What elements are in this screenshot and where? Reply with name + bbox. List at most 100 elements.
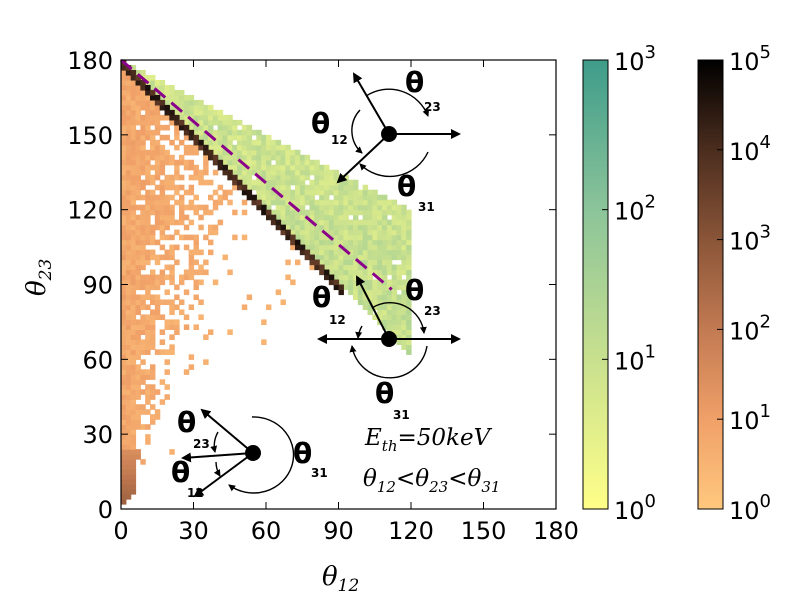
heatmap-cell bbox=[130, 374, 137, 380]
heatmap-cell bbox=[357, 204, 364, 211]
heatmap-cell bbox=[159, 114, 166, 121]
heatmap-cell bbox=[251, 129, 257, 136]
heatmap-cell bbox=[140, 274, 146, 281]
heatmap-cell bbox=[169, 264, 175, 271]
heatmap-cell bbox=[362, 199, 369, 206]
heatmap-cell bbox=[367, 234, 373, 241]
heatmap-cell bbox=[353, 259, 359, 266]
heatmap-cell bbox=[391, 239, 398, 246]
heatmap-cell bbox=[121, 184, 127, 191]
heatmap-cell bbox=[140, 249, 146, 256]
heatmap-cell bbox=[169, 84, 175, 91]
heatmap-cell bbox=[121, 294, 127, 301]
heatmap-cell bbox=[150, 224, 156, 231]
heatmap-cell bbox=[314, 249, 320, 256]
heatmap-cell bbox=[193, 209, 199, 216]
heatmap-cell bbox=[145, 134, 151, 141]
heatmap-cell bbox=[145, 284, 151, 291]
colorbar-tick-label: 101 bbox=[729, 401, 771, 435]
heatmap-cell bbox=[150, 99, 156, 106]
heatmap-cell bbox=[154, 239, 161, 246]
heatmap-cell bbox=[382, 324, 388, 330]
heatmap-cell bbox=[159, 89, 166, 96]
heatmap-cell bbox=[145, 344, 151, 350]
heatmap-cell bbox=[357, 294, 364, 301]
heatmap-cell bbox=[154, 224, 161, 231]
heatmap-cell bbox=[241, 199, 248, 206]
heatmap-cell bbox=[183, 104, 190, 111]
heatmap-cell bbox=[396, 304, 402, 311]
heatmap-cell bbox=[130, 204, 137, 211]
heatmap-cell bbox=[232, 134, 238, 141]
heatmap-cell bbox=[285, 274, 291, 281]
heatmap-cell bbox=[164, 104, 170, 111]
heatmap-cell bbox=[169, 274, 175, 281]
heatmap-cell bbox=[256, 139, 262, 146]
heatmap-cell bbox=[154, 129, 161, 136]
heatmap-cell bbox=[169, 194, 175, 201]
heatmap-cell bbox=[377, 214, 383, 221]
heatmap-cell bbox=[164, 159, 170, 166]
heatmap-cell bbox=[353, 279, 359, 286]
heatmap-cell bbox=[290, 209, 296, 216]
heatmap-cell bbox=[319, 219, 325, 226]
heatmap-cell bbox=[256, 149, 262, 156]
heatmap-cell bbox=[367, 229, 373, 236]
diagram-middle-label-31: θ bbox=[375, 377, 394, 410]
heatmap-cell bbox=[174, 294, 180, 301]
heatmap-cell bbox=[121, 449, 127, 455]
heatmap-cell bbox=[295, 164, 301, 171]
heatmap-cell bbox=[348, 279, 354, 286]
heatmap-cell bbox=[324, 219, 330, 226]
heatmap-cell bbox=[121, 459, 127, 465]
heatmap-cell bbox=[353, 184, 359, 191]
angle-diagram-middle bbox=[317, 275, 461, 379]
heatmap-cell bbox=[135, 189, 141, 196]
heatmap-cell bbox=[188, 159, 195, 166]
heatmap-cell bbox=[159, 349, 166, 355]
heatmap-cell bbox=[140, 329, 146, 335]
heatmap-cell bbox=[227, 119, 233, 126]
heatmap-cell bbox=[154, 104, 161, 111]
heatmap-cell bbox=[227, 124, 233, 131]
heatmap-cell bbox=[140, 69, 146, 76]
heatmap-cell bbox=[169, 269, 175, 276]
heatmap-cell bbox=[401, 324, 407, 330]
heatmap-cell bbox=[154, 194, 161, 201]
heatmap-cell bbox=[275, 174, 282, 181]
heatmap-cell bbox=[135, 334, 141, 340]
heatmap-cell bbox=[256, 144, 262, 151]
heatmap-cell bbox=[333, 229, 340, 236]
heatmap-cell bbox=[338, 224, 344, 231]
heatmap-cell bbox=[401, 219, 407, 226]
heatmap-cell bbox=[121, 364, 127, 370]
heatmap-cell bbox=[198, 269, 204, 276]
heatmap-cell bbox=[270, 209, 277, 216]
heatmap-cell bbox=[314, 219, 320, 226]
heatmap-cell bbox=[145, 214, 151, 221]
heatmap-cell bbox=[130, 144, 137, 151]
heatmap-cell bbox=[169, 319, 175, 326]
heatmap-cell bbox=[401, 209, 407, 216]
heatmap-cell bbox=[391, 324, 398, 330]
heatmap-cell bbox=[183, 119, 190, 126]
heatmap-cell bbox=[324, 244, 330, 251]
heatmap-cell bbox=[140, 339, 146, 345]
heatmap-cell bbox=[169, 119, 175, 126]
heatmap-cell bbox=[406, 289, 412, 296]
heatmap-cell bbox=[169, 249, 175, 256]
heatmap-cell bbox=[169, 449, 175, 455]
heatmap-cell bbox=[285, 184, 291, 191]
heatmap-cell bbox=[406, 264, 412, 271]
heatmap-cell bbox=[150, 384, 156, 390]
heatmap-cell bbox=[270, 199, 277, 206]
heatmap-cell bbox=[140, 209, 146, 216]
heatmap-cell bbox=[125, 254, 132, 261]
heatmap-cell bbox=[285, 259, 291, 266]
heatmap-cell bbox=[386, 254, 393, 261]
heatmap-cell bbox=[135, 114, 141, 121]
heatmap-cell bbox=[396, 284, 402, 291]
heatmap-cell bbox=[251, 144, 257, 151]
heatmap-cell bbox=[130, 209, 137, 216]
